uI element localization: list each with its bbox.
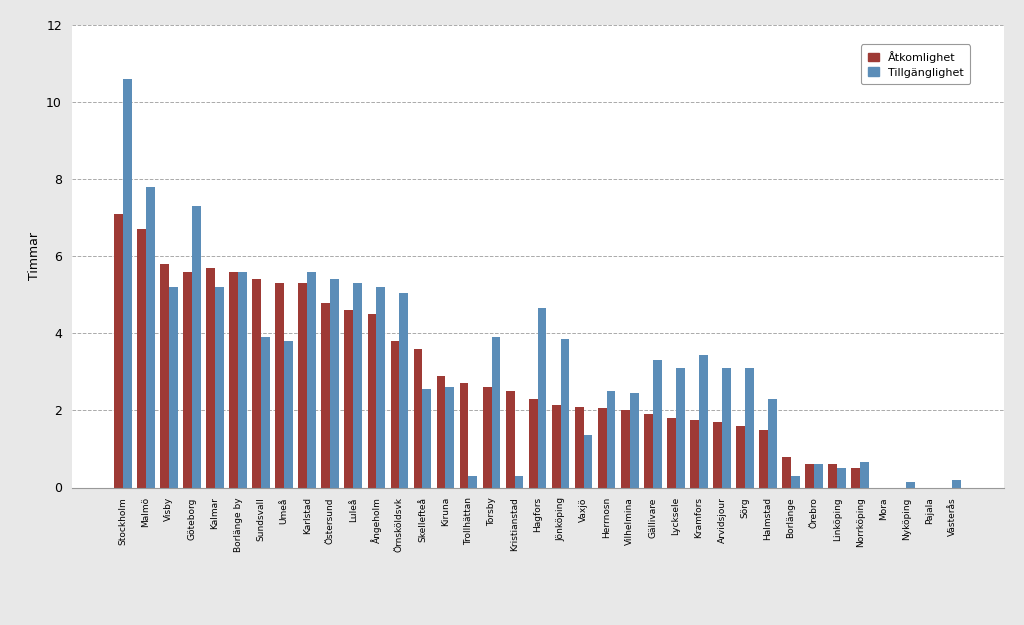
Bar bbox=[330, 279, 339, 488]
Bar bbox=[699, 354, 708, 488]
Bar bbox=[307, 272, 316, 488]
Y-axis label: Timmar: Timmar bbox=[28, 232, 41, 280]
Bar bbox=[584, 436, 593, 488]
Bar bbox=[468, 476, 477, 488]
Bar bbox=[145, 187, 155, 488]
Bar bbox=[768, 399, 777, 488]
Bar bbox=[574, 407, 584, 488]
Bar bbox=[828, 464, 838, 488]
Bar bbox=[690, 420, 699, 488]
Bar bbox=[169, 287, 177, 488]
Bar bbox=[183, 272, 191, 488]
Bar bbox=[160, 264, 169, 488]
Bar bbox=[745, 368, 754, 488]
Bar bbox=[206, 268, 215, 488]
Bar bbox=[653, 360, 662, 488]
Bar bbox=[376, 287, 385, 488]
Bar bbox=[906, 482, 915, 488]
Bar bbox=[722, 368, 731, 488]
Bar bbox=[482, 388, 492, 488]
Bar bbox=[736, 426, 745, 488]
Bar bbox=[252, 279, 261, 488]
Bar bbox=[215, 287, 223, 488]
Bar bbox=[137, 229, 145, 488]
Bar bbox=[390, 341, 399, 488]
Bar bbox=[676, 368, 685, 488]
Bar bbox=[322, 302, 330, 488]
Bar bbox=[538, 308, 547, 488]
Bar bbox=[713, 422, 722, 488]
Bar bbox=[814, 464, 823, 488]
Bar bbox=[852, 468, 860, 488]
Bar bbox=[838, 468, 846, 488]
Bar bbox=[436, 376, 445, 488]
Bar bbox=[123, 79, 131, 488]
Bar bbox=[860, 462, 869, 488]
Bar bbox=[607, 391, 615, 488]
Bar bbox=[238, 272, 247, 488]
Bar bbox=[492, 338, 501, 488]
Bar bbox=[399, 293, 409, 488]
Bar bbox=[759, 430, 768, 488]
Bar bbox=[630, 393, 639, 488]
Bar bbox=[782, 457, 792, 488]
Bar bbox=[114, 214, 123, 488]
Bar bbox=[261, 338, 269, 488]
Bar bbox=[667, 418, 676, 488]
Bar bbox=[344, 310, 353, 488]
Bar bbox=[598, 409, 607, 488]
Bar bbox=[445, 388, 455, 488]
Bar bbox=[506, 391, 514, 488]
Bar bbox=[514, 476, 523, 488]
Bar bbox=[528, 399, 538, 488]
Bar bbox=[191, 206, 201, 488]
Bar bbox=[806, 464, 814, 488]
Bar bbox=[561, 339, 569, 488]
Bar bbox=[422, 389, 431, 488]
Bar bbox=[644, 414, 653, 488]
Bar bbox=[298, 283, 307, 488]
Bar bbox=[353, 283, 362, 488]
Bar bbox=[414, 349, 422, 488]
Bar bbox=[552, 404, 561, 488]
Bar bbox=[792, 476, 800, 488]
Bar bbox=[460, 384, 468, 488]
Bar bbox=[952, 480, 962, 488]
Bar bbox=[621, 411, 630, 488]
Bar bbox=[275, 283, 284, 488]
Bar bbox=[284, 341, 293, 488]
Bar bbox=[229, 272, 238, 488]
Bar bbox=[368, 314, 376, 488]
Legend: Åtkomlighet, Tillgänglighet: Åtkomlighet, Tillgänglighet bbox=[861, 44, 970, 84]
